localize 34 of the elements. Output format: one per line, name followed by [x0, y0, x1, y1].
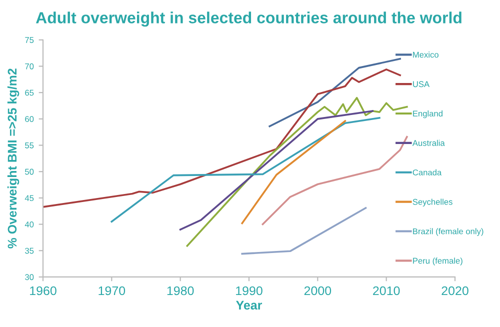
y-tick-label: 50	[25, 168, 34, 175]
y-tick-label: 75	[25, 37, 34, 43]
y-tick-label: 70	[25, 63, 34, 70]
legend-label: Mexico	[413, 52, 438, 58]
line-series	[43, 68, 401, 208]
legend-label: USA	[413, 81, 430, 88]
line-series	[262, 136, 408, 226]
y-tick-label: 60	[25, 116, 34, 122]
x-tick-label: 1970	[98, 286, 126, 296]
legend-label: Brazil (female only)	[413, 228, 484, 236]
y-tick-label: 65	[25, 90, 34, 96]
y-tick-label: 30	[25, 274, 34, 280]
x-axis-title: Year	[236, 300, 262, 310]
x-tick-label: 1960	[30, 286, 56, 296]
line-series	[268, 58, 401, 128]
x-tick-label: 1990	[236, 286, 262, 296]
chart-title: Adult overweight in selected countries around the world	[36, 12, 462, 27]
y-axis-title: % Overweight BMI =>25 kg/m2	[7, 68, 20, 248]
y-tick-label: 40	[24, 221, 34, 228]
y-tick-label: 45	[24, 195, 34, 202]
y-tick-label: 55	[25, 142, 34, 148]
legend-label: England	[413, 110, 442, 118]
legend-label: Canada	[412, 169, 442, 176]
legend-label: Peru (female)	[413, 258, 462, 266]
y-tick-label: 35	[25, 248, 34, 254]
legend-label: Seychelles	[412, 198, 452, 206]
x-tick-label: 2020	[442, 286, 468, 296]
line-series	[186, 96, 408, 247]
x-tick-label: 2000	[304, 286, 332, 296]
legend-label: Australia	[412, 140, 445, 146]
x-tick-label: 2010	[373, 286, 400, 296]
x-tick-label: 1980	[167, 286, 194, 296]
line-series	[179, 110, 374, 230]
line-series	[110, 116, 380, 223]
